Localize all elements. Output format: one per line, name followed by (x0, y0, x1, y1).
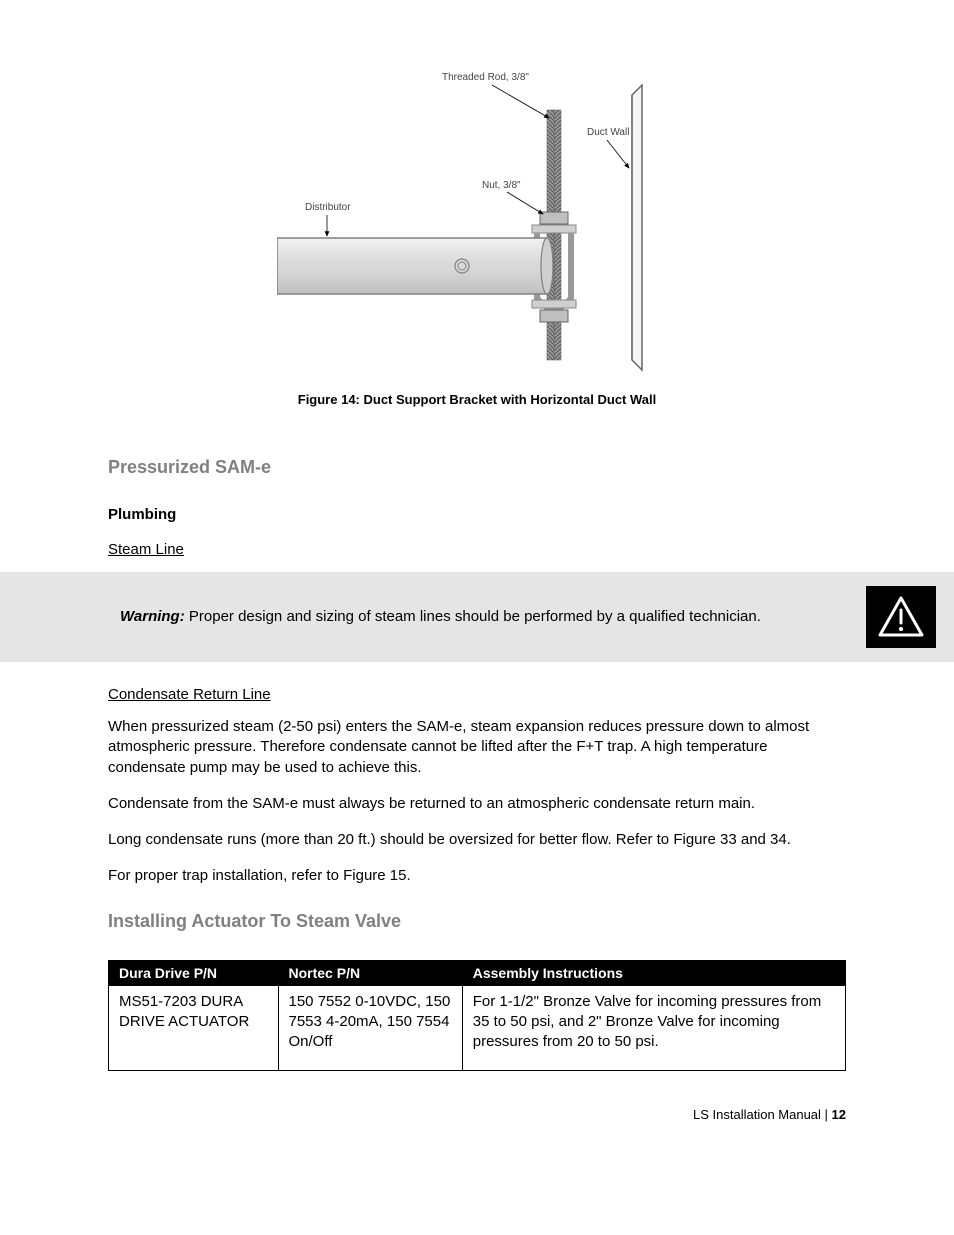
page-footer: LS Installation Manual | 12 (108, 1107, 846, 1122)
heading-pressurized-sam-e: Pressurized SAM-e (108, 457, 846, 478)
para-4: For proper trap installation, refer to F… (108, 866, 846, 886)
label-threaded-rod: Threaded Rod, 3/8" (442, 72, 529, 83)
duct-bracket-diagram: Threaded Rod, 3/8" Duct Wall Nut, 3/8" D… (277, 60, 677, 380)
footer-title: LS Installation Manual | (693, 1107, 832, 1122)
label-distributor: Distributor (305, 202, 351, 213)
figure-14: Threaded Rod, 3/8" Duct Wall Nut, 3/8" D… (108, 60, 846, 407)
warning-text: Warning: Proper design and sizing of ste… (120, 607, 866, 627)
cell-nortec: 150 7552 0-10VDC, 150 7553 4-20mA, 150 7… (278, 985, 462, 1071)
distributor-tube (277, 238, 553, 294)
figure-caption: Figure 14: Duct Support Bracket with Hor… (298, 392, 657, 407)
cell-assembly: For 1-1/2" Bronze Valve for incoming pre… (462, 985, 845, 1071)
warning-icon (866, 586, 936, 648)
bottom-nut (540, 310, 568, 322)
subheading-plumbing: Plumbing (108, 506, 846, 523)
warning-callout: Warning: Proper design and sizing of ste… (0, 572, 954, 662)
warning-body: Proper design and sizing of steam lines … (185, 608, 761, 625)
top-nut (540, 212, 568, 224)
subheading-steam-line: Steam Line (108, 541, 846, 558)
actuator-table: Dura Drive P/N Nortec P/N Assembly Instr… (108, 960, 846, 1072)
para-3: Long condensate runs (more than 20 ft.) … (108, 830, 846, 850)
cell-dura-drive: MS51-7203 DURA DRIVE ACTUATOR (109, 985, 279, 1071)
th-nortec: Nortec P/N (278, 960, 462, 985)
table-row: MS51-7203 DURA DRIVE ACTUATOR 150 7552 0… (109, 985, 846, 1071)
th-dura-drive: Dura Drive P/N (109, 960, 279, 985)
warning-label: Warning: (120, 608, 185, 625)
label-duct-wall: Duct Wall (587, 127, 629, 138)
footer-page-number: 12 (832, 1107, 846, 1122)
para-1: When pressurized steam (2-50 psi) enters… (108, 717, 846, 778)
th-assembly: Assembly Instructions (462, 960, 845, 985)
label-nut: Nut, 3/8" (482, 180, 521, 191)
duct-wall (632, 85, 642, 370)
para-2: Condensate from the SAM-e must always be… (108, 794, 846, 814)
heading-installing-actuator: Installing Actuator To Steam Valve (108, 911, 846, 932)
subheading-condensate-return: Condensate Return Line (108, 686, 846, 703)
